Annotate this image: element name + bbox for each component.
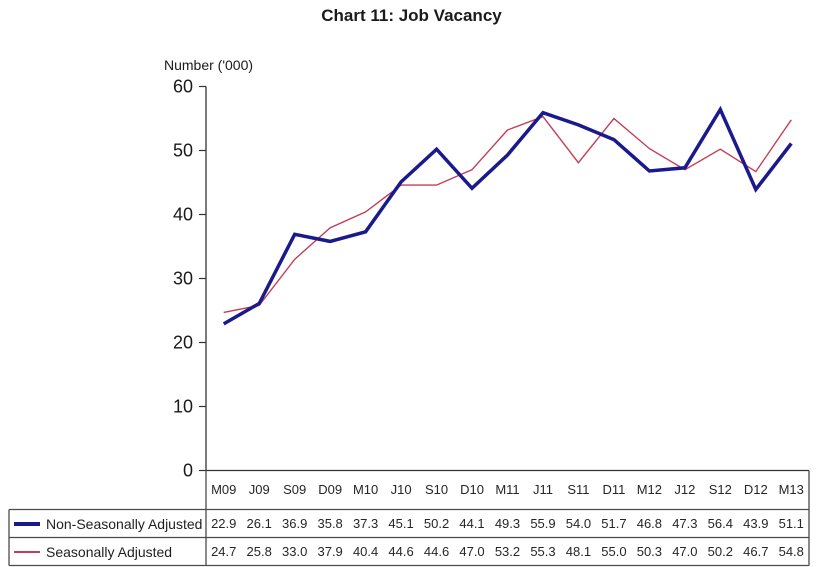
x-axis-category-label: D12: [743, 482, 768, 497]
x-axis-category-label: S12: [708, 482, 732, 497]
x-axis-category-label: M12: [636, 482, 663, 497]
chart-title: Chart 11: Job Vacancy: [321, 6, 502, 25]
table-value-cell: 40.4: [352, 544, 379, 559]
table-value-cell: 43.9: [743, 516, 769, 531]
table-value-cell: 47.0: [672, 544, 698, 559]
table-value-cell: 54.8: [778, 544, 804, 559]
legend-cell-non-seasonally-adjusted: Non-Seasonally Adjusted: [10, 510, 205, 537]
table-value-cell: 37.3: [352, 516, 379, 531]
series-line-seasonally-adjusted: [223, 115, 792, 314]
table-value-cell: 55.0: [601, 544, 627, 559]
x-axis-category-label: D10: [460, 482, 484, 497]
table-value-cell: 55.3: [530, 544, 556, 559]
legend-series-label: Seasonally Adjusted: [46, 543, 173, 560]
table-value-cell: 47.0: [459, 544, 485, 559]
series-line-non-seasonally-adjusted: [222, 105, 793, 326]
y-axis-tick-label: 50: [173, 141, 193, 161]
table-value-cell: 50.2: [423, 516, 450, 531]
table-value-cell: 51.1: [778, 516, 804, 531]
x-axis-category-label: M11: [495, 482, 520, 497]
table-value-cell: 56.4: [707, 516, 733, 531]
table-value-cell: 55.9: [530, 516, 556, 531]
table-value-cell: 44.6: [388, 544, 414, 559]
table-value-cell: 45.1: [388, 516, 414, 531]
table-value-cell: 44.6: [423, 544, 450, 559]
table-value-cell: 50.2: [707, 544, 733, 559]
table-value-cell: 51.7: [601, 516, 627, 531]
x-axis-category-label: S09: [283, 482, 307, 497]
x-axis-category-label: M09: [211, 482, 237, 497]
x-axis-category-label: S10: [424, 482, 449, 497]
x-axis-category-label: J09: [248, 482, 270, 497]
legend-line-swatch: [14, 521, 40, 526]
table-value-cell: 36.9: [282, 516, 308, 531]
y-axis-tick-label: 0: [183, 461, 193, 481]
table-value-cell: 50.3: [636, 544, 663, 559]
table-value-cell: 25.8: [246, 544, 272, 559]
y-axis-unit-label: Number ('000): [164, 57, 254, 73]
table-value-cell: 24.7: [211, 544, 237, 559]
table-value-cell: 26.1: [246, 516, 272, 531]
x-axis-category-label: M13: [778, 482, 804, 497]
x-axis-category-label: J11: [532, 482, 553, 497]
x-axis-category-label: J12: [674, 482, 696, 497]
table-value-cell: 33.0: [282, 544, 308, 559]
table-value-cell: 37.9: [317, 544, 343, 559]
y-axis-tick-label: 10: [173, 397, 193, 417]
y-axis-tick-label: 40: [173, 205, 193, 225]
x-axis-category-label: D11: [602, 482, 626, 497]
legend-series-label: Non-Seasonally Adjusted: [46, 515, 203, 532]
y-axis-tick-label: 60: [173, 77, 193, 97]
x-axis-category-label: M10: [352, 482, 379, 497]
table-value-cell: 54.0: [565, 516, 592, 531]
table-value-cell: 48.1: [565, 544, 592, 559]
table-value-cell: 47.3: [672, 516, 698, 531]
x-axis-category-label: J10: [390, 482, 412, 497]
y-axis-tick-label: 20: [173, 333, 193, 353]
table-value-cell: 49.3: [494, 516, 521, 531]
x-axis-category-label: D09: [318, 482, 343, 497]
x-axis-category-label: S11: [567, 482, 590, 497]
legend-line-swatch: [14, 550, 40, 553]
legend-cell-seasonally-adjusted: Seasonally Adjusted: [10, 538, 205, 565]
table-value-cell: 35.8: [317, 516, 343, 531]
table-value-cell: 53.2: [494, 544, 521, 559]
table-value-cell: 44.1: [459, 516, 485, 531]
table-value-cell: 46.8: [636, 516, 663, 531]
table-value-cell: 22.9: [211, 516, 237, 531]
y-axis-tick-label: 30: [173, 269, 193, 289]
table-value-cell: 46.7: [743, 544, 769, 559]
